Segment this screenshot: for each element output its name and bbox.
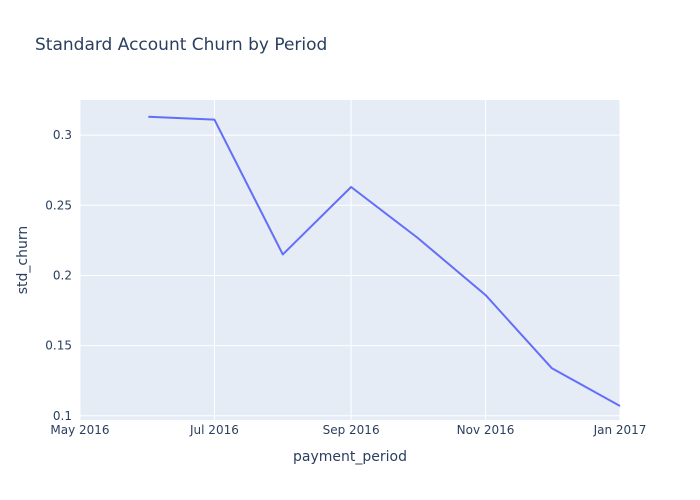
x-tick-label: Jul 2016 — [189, 423, 239, 437]
tick-labels: 0.1 0.15 0.2 0.25 0.3 May 2016 Jul 2016 Sep 201… — [45, 128, 646, 437]
chart-title: Standard Account Churn by Period — [35, 35, 327, 55]
y-tick-label: 0.3 — [53, 128, 72, 142]
x-tick-label: Nov 2016 — [457, 423, 515, 437]
y-axis-title: std_churn — [15, 226, 31, 295]
y-tick-label: 0.2 — [53, 268, 72, 282]
grid — [79, 100, 621, 420]
series-line — [148, 115, 621, 407]
series-layer — [148, 115, 621, 407]
plot-area — [80, 100, 620, 420]
x-tick-label: Sep 2016 — [323, 423, 380, 437]
y-tick-label: 0.25 — [45, 198, 72, 212]
x-axis-title: payment_period — [293, 449, 407, 465]
y-tick-label: 0.1 — [53, 409, 72, 423]
x-tick-label: Jan 2017 — [593, 423, 647, 437]
y-tick-label: 0.15 — [45, 339, 72, 353]
x-tick-label: May 2016 — [50, 423, 109, 437]
